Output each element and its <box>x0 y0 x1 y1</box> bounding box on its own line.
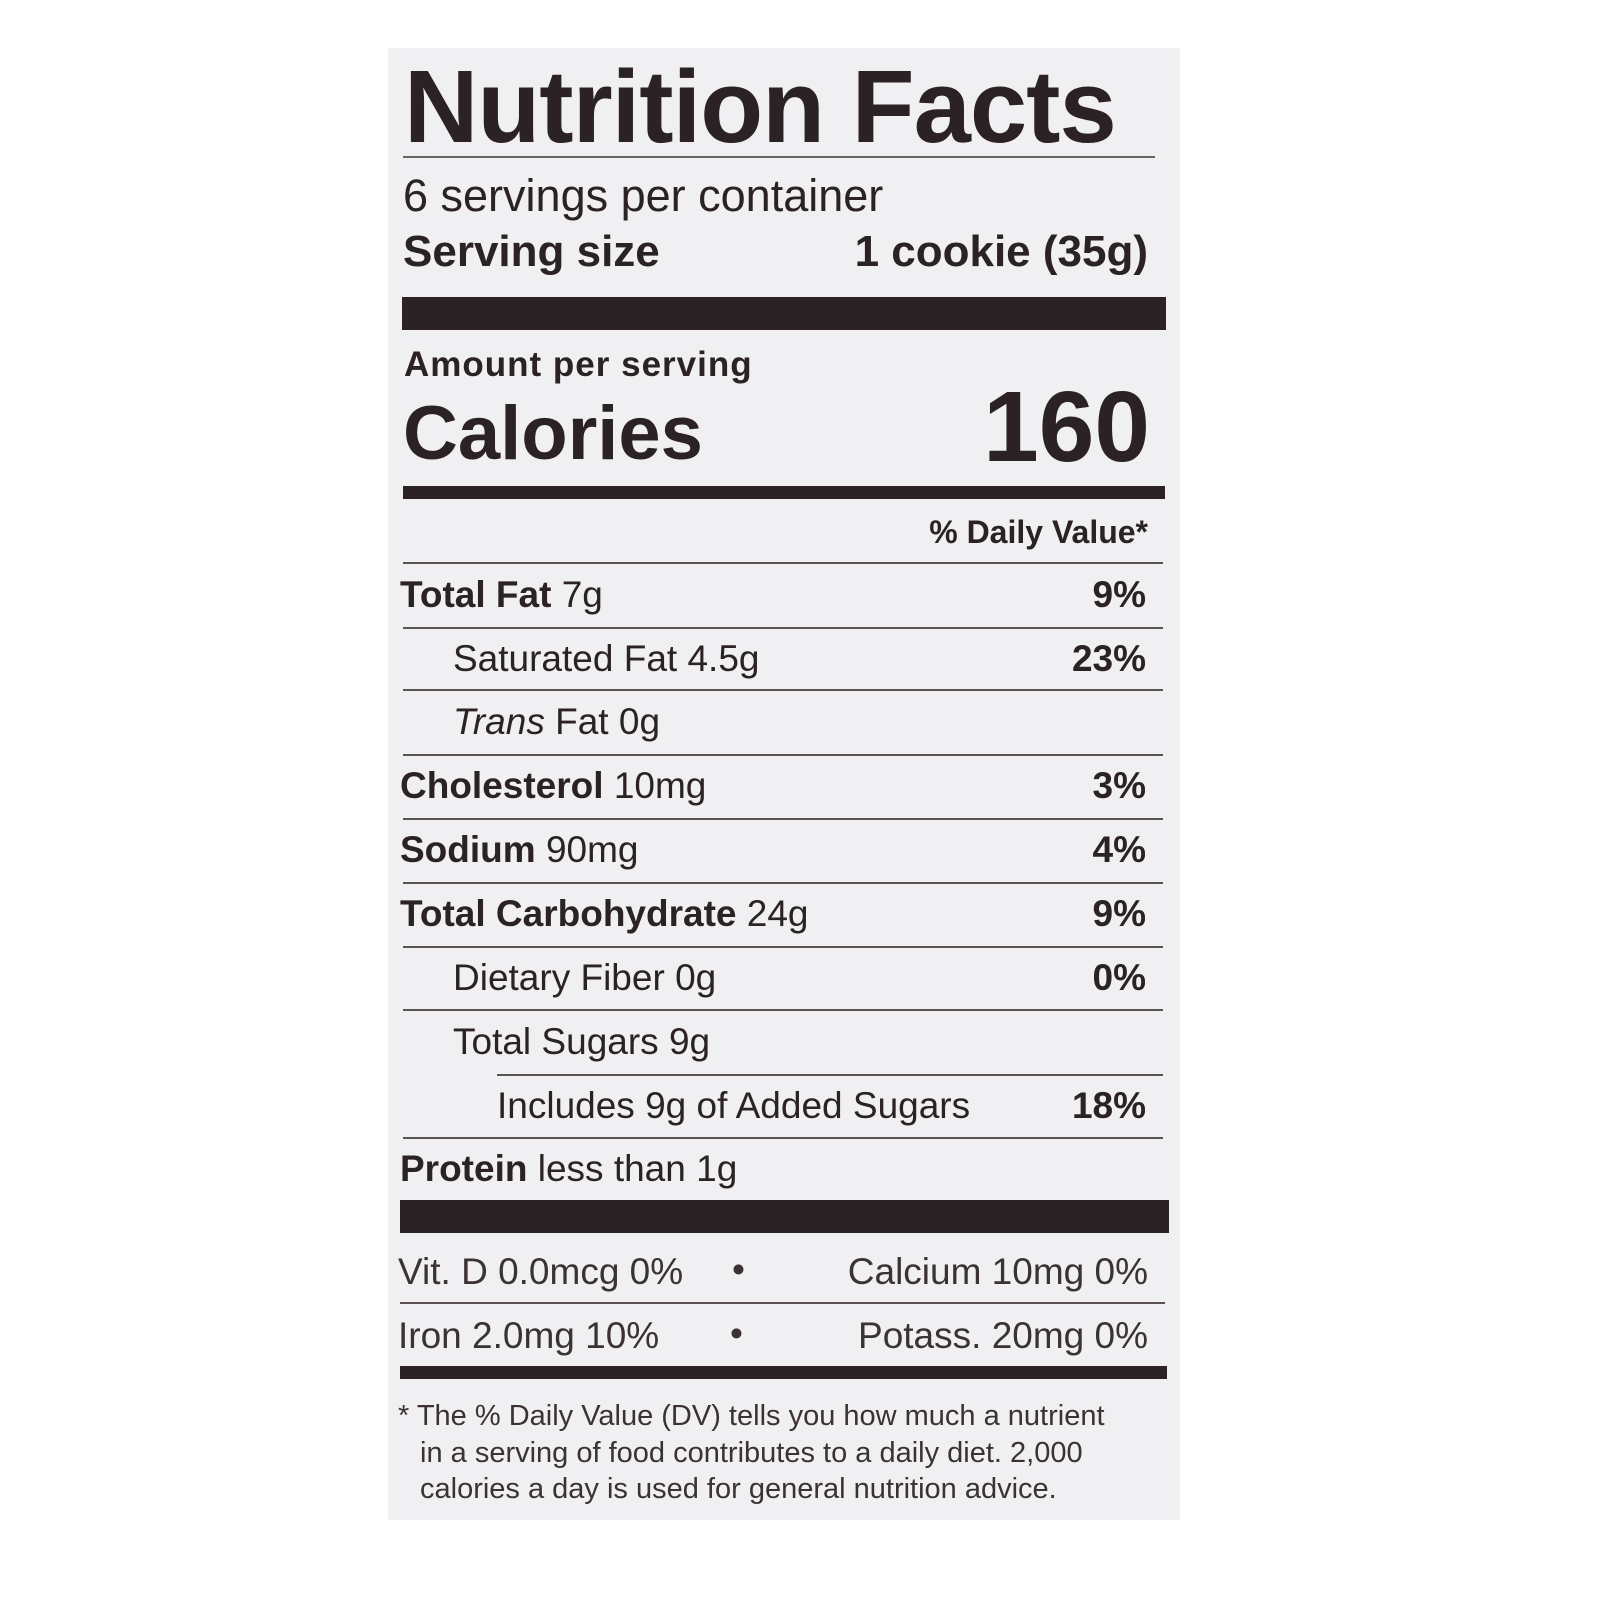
nutrient-name: Total Carbohydrate 24g <box>400 882 808 946</box>
calories-value: 160 <box>983 371 1150 483</box>
medium-divider <box>400 1366 1167 1379</box>
nutrient-label: Saturated Fat <box>453 638 678 679</box>
nutrient-label: Total Fat <box>400 574 552 615</box>
divider <box>403 754 1163 756</box>
amount-per-serving: Amount per serving <box>404 345 753 384</box>
daily-value-percent: 23% <box>1071 638 1146 679</box>
divider <box>403 627 1163 629</box>
nutrient-row: Protein less than 1g <box>400 1137 1146 1201</box>
serving-size-value: 1 cookie (35g) <box>854 227 1148 276</box>
nutrient-amount: 10mg <box>613 765 707 806</box>
divider <box>497 1074 1163 1076</box>
thick-divider <box>402 297 1166 330</box>
nutrient-row: Includes 9g of Added Sugars 18% <box>400 1074 1146 1138</box>
nutrient-label: Includes 9g of Added Sugars <box>497 1085 971 1126</box>
potassium: Potass. 20mg 0% <box>858 1315 1148 1356</box>
nutrient-amount: 24g <box>746 893 809 934</box>
footnote-line: in a serving of food contributes to a da… <box>420 1436 1083 1469</box>
calories-label: Calories <box>403 391 703 476</box>
separator-dot: • <box>730 1313 743 1354</box>
nutrition-label-panel <box>388 48 1180 1520</box>
serving-size-label: Serving size <box>403 227 660 276</box>
nutrient-label: Total Carbohydrate <box>400 893 737 934</box>
nutrient-row: Trans Fat 0g <box>400 690 1146 754</box>
nutrient-name: Protein less than 1g <box>400 1137 737 1201</box>
label-title: Nutrition Facts <box>404 49 1117 164</box>
divider <box>400 1302 1165 1304</box>
nutrient-amount: less than 1g <box>537 1148 738 1189</box>
nutrient-name: Trans Fat 0g <box>453 690 660 754</box>
nutrient-name: Saturated Fat 4.5g <box>453 627 759 691</box>
footnote-line: calories a day is used for general nutri… <box>420 1473 1057 1505</box>
nutrient-label: Total Sugars <box>453 1021 659 1062</box>
nutrient-label: Trans <box>453 701 545 742</box>
nutrient-row: Total Carbohydrate 24g 9% <box>400 882 1146 946</box>
daily-value-percent: 3% <box>1092 765 1146 806</box>
nutrient-label: Sodium <box>400 829 536 870</box>
divider <box>403 946 1163 948</box>
nutrient-name: Sodium 90mg <box>400 818 639 882</box>
divider <box>403 156 1155 158</box>
footnote: * The % Daily Value (DV) tells you how m… <box>398 1398 1105 1508</box>
divider <box>403 689 1163 691</box>
nutrient-name: Cholesterol 10mg <box>400 754 706 818</box>
nutrient-row: Cholesterol 10mg 3% <box>400 754 1146 818</box>
nutrient-label-suffix: Fat <box>555 701 609 742</box>
divider <box>403 1137 1163 1139</box>
divider <box>403 818 1163 820</box>
nutrient-row: Dietary Fiber 0g 0% <box>400 946 1146 1010</box>
thick-divider <box>400 1200 1169 1233</box>
nutrient-label: Dietary Fiber <box>453 957 665 998</box>
nutrient-row: Total Sugars 9g <box>400 1010 1146 1074</box>
iron: Iron 2.0mg 10% <box>398 1315 660 1356</box>
daily-value-percent: 9% <box>1092 574 1146 615</box>
divider <box>403 562 1163 564</box>
divider <box>403 882 1163 884</box>
footnote-line: * The % Daily Value (DV) tells you how m… <box>398 1400 1105 1432</box>
nutrient-name: Dietary Fiber 0g <box>453 946 716 1010</box>
nutrient-row: Saturated Fat 4.5g 23% <box>400 627 1146 691</box>
daily-value-percent: 0% <box>1092 957 1146 998</box>
nutrient-name: Total Sugars 9g <box>453 1010 710 1074</box>
servings-per-container: 6 servings per container <box>403 170 884 221</box>
calcium: Calcium 10mg 0% <box>847 1251 1148 1292</box>
daily-value-percent: 18% <box>1071 1085 1146 1126</box>
daily-value-percent: 9% <box>1092 893 1146 934</box>
nutrient-amount: 7g <box>561 574 603 615</box>
nutrient-amount: 0g <box>618 701 661 742</box>
nutrient-name: Includes 9g of Added Sugars <box>497 1074 970 1138</box>
medium-divider <box>403 486 1165 499</box>
nutrient-label: Cholesterol <box>400 765 604 806</box>
nutrient-amount: 9g <box>668 1021 711 1062</box>
daily-value-header: % Daily Value* <box>929 514 1148 550</box>
nutrient-name: Total Fat 7g <box>400 563 603 627</box>
daily-value-percent: 4% <box>1092 829 1146 870</box>
nutrient-amount: 4.5g <box>687 638 760 679</box>
nutrient-amount: 90mg <box>545 829 639 870</box>
nutrient-row: Sodium 90mg 4% <box>400 818 1146 882</box>
nutrient-amount: 0g <box>675 957 717 998</box>
vitamin-d: Vit. D 0.0mcg 0% <box>398 1251 684 1292</box>
nutrient-row: Total Fat 7g 9% <box>400 563 1146 627</box>
divider <box>403 1009 1163 1011</box>
separator-dot: • <box>732 1249 745 1290</box>
nutrient-label: Protein <box>400 1148 528 1189</box>
